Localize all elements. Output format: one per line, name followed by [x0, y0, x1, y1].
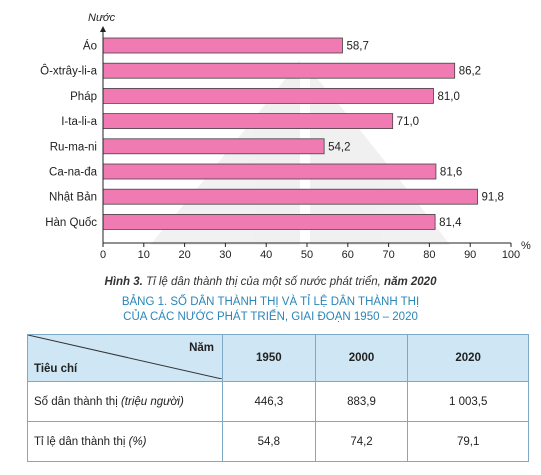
x-tick-label: 10	[138, 249, 150, 261]
x-tick-label: 100	[502, 249, 520, 261]
table-row: Số dân thành thị (triệu người) 446,3 883…	[27, 381, 529, 422]
y-axis-arrow	[100, 26, 106, 32]
caption-year: năm 2020	[384, 276, 437, 288]
table-title-line-2: CỦA CÁC NƯỚC PHÁT TRIỂN, GIAI ĐOẠN 1950 …	[123, 311, 418, 323]
category-label: Nhật Bản	[49, 192, 97, 204]
x-tick-label: 50	[301, 249, 313, 261]
x-tick-label: 70	[382, 249, 394, 261]
chart-caption: Hình 3. Tỉ lệ dân thành thị của một số n…	[0, 276, 541, 288]
data-label: 71,0	[397, 116, 419, 128]
x-tick-label: 0	[100, 249, 106, 261]
x-tick-label: 60	[342, 249, 354, 261]
row-label: Tỉ lệ dân thành thị (%)	[27, 421, 223, 462]
data-label: 91,8	[482, 192, 504, 204]
data-label: 81,6	[440, 167, 462, 179]
bar	[102, 188, 478, 205]
x-tick-label: 90	[464, 249, 476, 261]
category-label: Hàn Quốc	[45, 217, 97, 229]
x-axis-unit: %	[521, 240, 531, 252]
table-cell: 1 003,5	[407, 381, 529, 422]
header-year-label: Năm	[189, 342, 214, 354]
header-year: 1950	[222, 334, 316, 382]
category-label: Ru-ma-ni	[50, 141, 97, 153]
caption-text: Tỉ lệ dân thành thị của một số nước phát…	[142, 276, 385, 288]
bar	[102, 138, 325, 155]
category-label: I-ta-li-a	[61, 116, 97, 128]
category-label: Ca-na-đa	[49, 167, 98, 179]
caption-prefix: Hình 3.	[104, 276, 143, 288]
category-label: Áo	[83, 40, 97, 53]
data-label: 54,2	[328, 141, 350, 153]
x-tick-label: 20	[178, 249, 190, 261]
table-cell: 446,3	[222, 381, 316, 422]
table-header-row: Năm Tiêu chí 1950 2000 2020	[27, 334, 529, 382]
table-cell: 883,9	[314, 381, 409, 422]
category-label: Ô-xtrây-li-a	[40, 65, 97, 78]
urban-population-table: Năm Tiêu chí 1950 2000 2020 Số dân thành…	[27, 334, 529, 462]
category-label: Pháp	[70, 91, 97, 103]
x-tick-label: 80	[423, 249, 435, 261]
diagonal-line	[28, 335, 222, 379]
data-label: 81,0	[437, 91, 459, 103]
table-cell: 79,1	[407, 421, 529, 462]
bar	[102, 213, 436, 230]
table-cell: 74,2	[314, 421, 409, 462]
y-axis-title: Nước	[88, 12, 116, 24]
bar	[102, 37, 343, 54]
row-label: Số dân thành thị (triệu người)	[27, 381, 223, 422]
data-label: 58,7	[346, 41, 368, 53]
bar	[102, 88, 434, 104]
header-criteria-label: Tiêu chí	[34, 363, 78, 375]
header-diagonal-cell: Năm Tiêu chí	[27, 334, 223, 382]
x-tick-label: 40	[260, 249, 272, 261]
table-cell: 54,8	[222, 421, 316, 462]
header-year: 2020	[407, 334, 529, 382]
table-title-line-1: BẢNG 1. SỐ DÂN THÀNH THỊ VÀ TỈ LỆ DÂN TH…	[121, 296, 420, 308]
data-label: 81,4	[439, 217, 462, 229]
bar-chart: Áo 58,7 Ô-xtrây-li-a 86,2 Pháp 81,0 I-ta-li-a 7…	[40, 12, 531, 261]
data-label: 86,2	[459, 66, 481, 78]
header-year: 2000	[314, 334, 409, 382]
bar	[102, 163, 437, 180]
bar	[102, 62, 456, 79]
bar	[102, 113, 394, 129]
table-row: Tỉ lệ dân thành thị (%) 54,8 74,2 79,1	[27, 421, 529, 462]
x-tick-label: 30	[219, 249, 231, 261]
